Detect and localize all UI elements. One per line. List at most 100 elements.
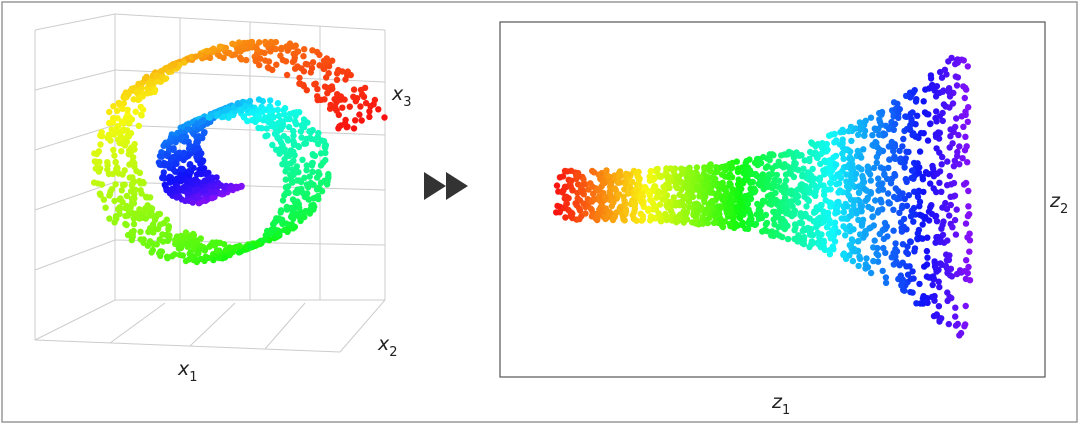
point — [689, 188, 696, 195]
point — [575, 173, 582, 180]
point — [648, 176, 656, 184]
point — [631, 199, 638, 206]
point — [162, 181, 169, 189]
point — [660, 183, 667, 191]
point — [919, 176, 927, 183]
point — [852, 170, 860, 177]
point — [220, 113, 228, 120]
axis-label: x3 — [391, 83, 412, 110]
point — [262, 236, 269, 243]
point — [139, 106, 147, 113]
point — [128, 236, 135, 244]
point — [833, 161, 840, 168]
point — [159, 231, 166, 238]
point — [654, 193, 661, 200]
point — [297, 128, 305, 135]
point — [794, 199, 802, 206]
point — [294, 48, 301, 55]
point — [845, 185, 852, 192]
point — [185, 152, 192, 159]
point — [167, 156, 175, 163]
point — [133, 89, 140, 96]
point — [938, 161, 945, 168]
point — [182, 182, 190, 190]
point — [869, 213, 876, 221]
point — [901, 195, 908, 203]
point — [947, 126, 954, 133]
point — [261, 49, 268, 57]
point — [325, 70, 332, 77]
point — [696, 193, 703, 200]
point — [892, 240, 899, 247]
point — [328, 83, 336, 90]
point — [322, 156, 329, 164]
point — [798, 213, 805, 221]
point — [871, 237, 878, 244]
point — [141, 75, 149, 82]
point — [841, 146, 848, 154]
point — [796, 185, 804, 192]
point — [601, 194, 609, 201]
point — [209, 194, 216, 202]
point — [870, 257, 877, 265]
point — [702, 182, 710, 189]
point — [948, 54, 955, 62]
point — [790, 162, 797, 169]
point — [96, 158, 103, 166]
point — [831, 130, 838, 138]
point — [929, 281, 936, 289]
point — [953, 206, 960, 213]
point — [201, 247, 209, 254]
point — [722, 163, 729, 170]
point — [196, 199, 203, 206]
point — [350, 86, 358, 93]
point — [816, 214, 823, 221]
point — [213, 174, 220, 181]
point — [235, 249, 243, 256]
point — [882, 279, 890, 287]
point — [354, 95, 361, 102]
point — [951, 157, 958, 164]
point — [920, 98, 927, 105]
point — [94, 180, 102, 187]
point — [366, 113, 373, 121]
point — [275, 112, 283, 120]
point — [936, 238, 944, 246]
point — [108, 119, 115, 126]
point — [770, 216, 777, 223]
point — [269, 66, 276, 74]
point — [908, 167, 916, 174]
point — [294, 63, 301, 70]
point — [824, 186, 831, 193]
point — [834, 199, 841, 206]
point — [831, 219, 839, 226]
point — [835, 172, 842, 179]
point — [289, 196, 297, 203]
point — [193, 171, 201, 178]
point — [783, 203, 791, 210]
point — [759, 174, 766, 182]
point — [782, 177, 790, 184]
point — [120, 100, 128, 107]
point — [138, 190, 145, 197]
point — [935, 278, 942, 285]
point — [921, 263, 928, 270]
point — [909, 268, 916, 275]
point — [782, 220, 789, 227]
point — [962, 111, 969, 119]
point — [896, 209, 903, 216]
point — [686, 164, 693, 171]
point — [720, 194, 727, 202]
point — [689, 193, 697, 201]
point — [216, 239, 224, 246]
point — [358, 117, 365, 124]
point — [949, 140, 956, 147]
point — [959, 155, 966, 162]
point — [945, 256, 953, 264]
point — [726, 180, 733, 187]
point — [857, 126, 864, 133]
point — [856, 231, 864, 238]
point — [254, 107, 261, 114]
point — [159, 238, 167, 245]
point — [827, 179, 834, 187]
